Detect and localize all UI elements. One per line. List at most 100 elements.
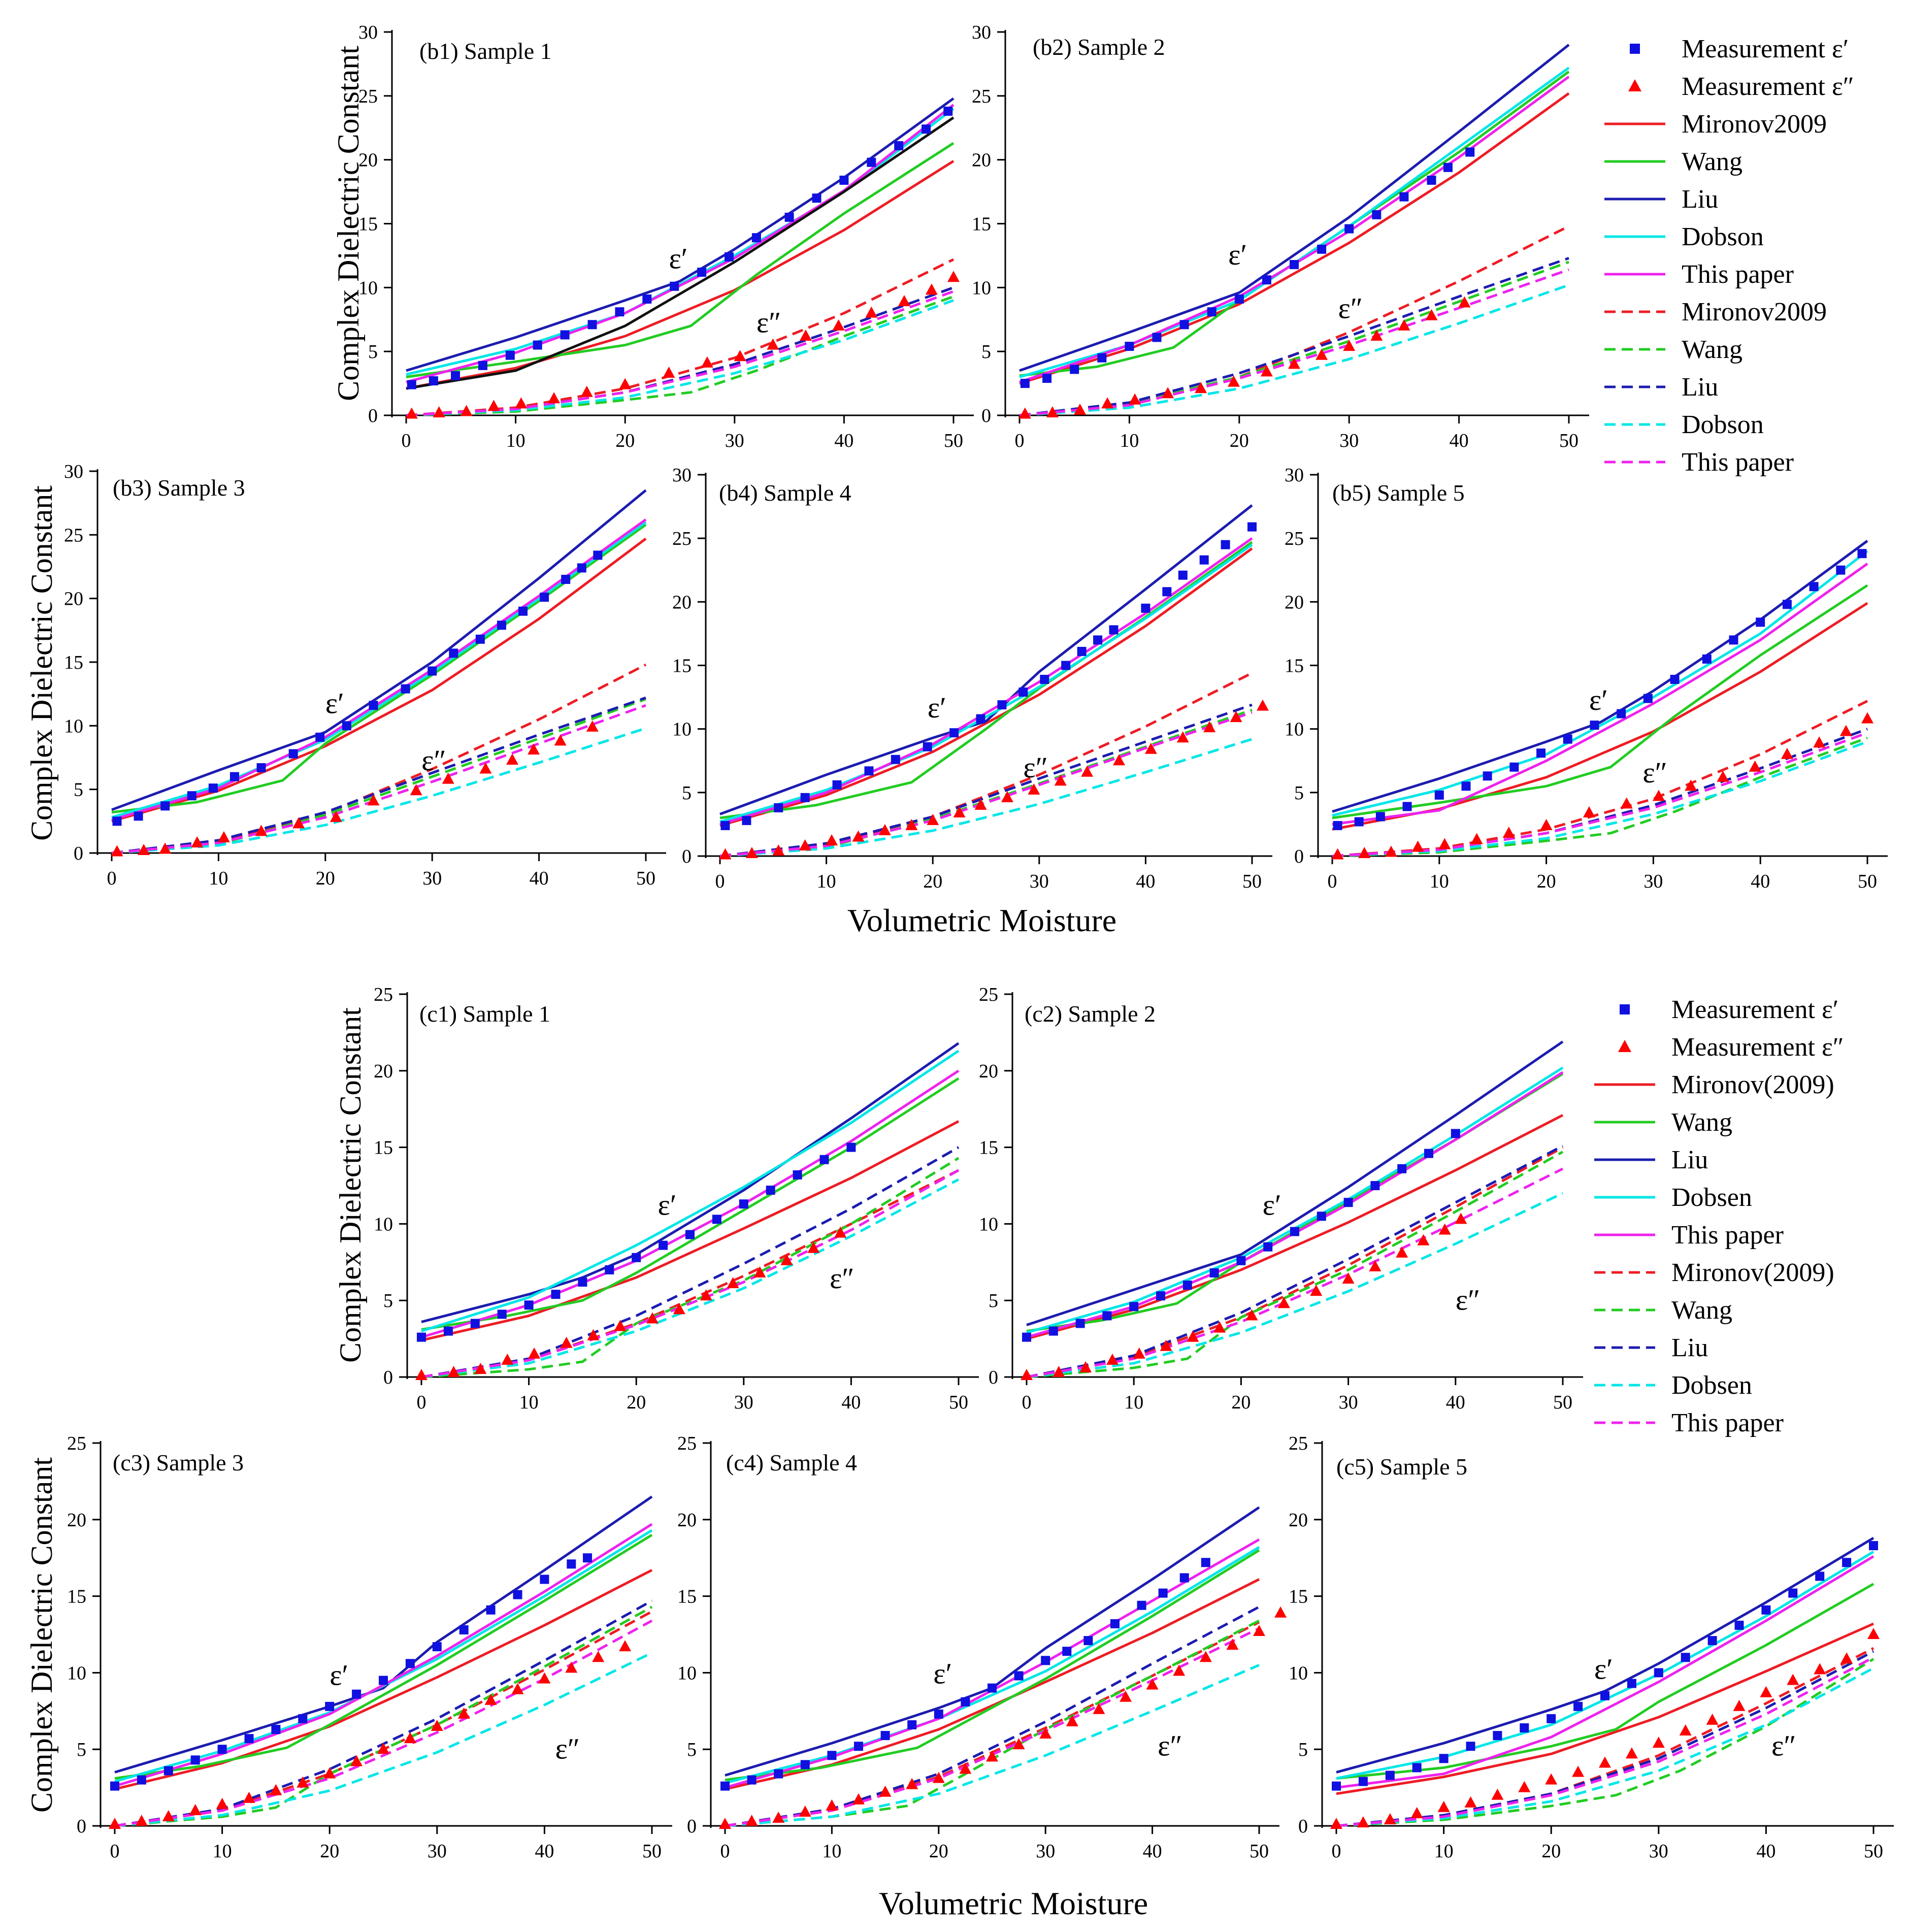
measurement-eps1-marker — [229, 772, 239, 781]
series-line-c2 — [1026, 1192, 1564, 1379]
measurement-eps1-marker — [1109, 625, 1119, 635]
y-tick-label-b2: 25 — [972, 86, 991, 107]
measurement-eps2-marker — [1053, 1365, 1065, 1377]
measurement-eps1-marker — [405, 1659, 415, 1668]
y-tick-label-c4: 20 — [677, 1510, 697, 1531]
measurement-eps2-marker — [243, 1791, 255, 1803]
legend-marker-square — [1620, 1004, 1630, 1014]
panel-c3: (c3) Sample 3 0 10 20 30 40 50 0 5 10 15 20 25 ε′ ε″ — [67, 1433, 672, 1862]
measurement-eps2-marker — [1330, 1817, 1342, 1829]
measurement-eps1-marker — [587, 320, 597, 330]
measurement-eps1-marker — [1062, 1647, 1072, 1656]
y-tick-label-b3: 15 — [64, 652, 83, 673]
measurement-eps2-marker — [905, 818, 918, 830]
measurement-eps1-marker — [1702, 654, 1712, 664]
measurement-eps1-marker — [1344, 224, 1354, 234]
measurement-eps1-marker — [1573, 1701, 1583, 1711]
measurement-eps2-marker — [947, 271, 960, 282]
measurement-eps2-marker — [1277, 1297, 1290, 1308]
measurement-eps2-marker — [906, 1778, 918, 1789]
measurement-eps2-marker — [474, 1362, 487, 1374]
measurement-eps1-marker — [1332, 1781, 1341, 1791]
eps-double-prime-label-b5: ε″ — [1642, 756, 1667, 789]
measurement-eps2-marker — [701, 356, 713, 368]
eps-double-prime-label-c1: ε″ — [830, 1262, 854, 1295]
panel-title-b5: (b5) Sample 5 — [1332, 480, 1465, 506]
measurement-eps1-marker — [1439, 1754, 1449, 1763]
measurement-eps2-marker — [772, 1811, 785, 1823]
measurement-eps1-marker — [288, 749, 298, 759]
series-line-c3 — [114, 1599, 653, 1827]
y-tick-label-b1: 25 — [358, 86, 378, 107]
measurement-eps1-marker — [190, 1755, 200, 1765]
series-line-c3 — [114, 1569, 653, 1791]
x-tick-label-b4: 20 — [923, 871, 942, 892]
measurement-eps2-marker — [586, 720, 599, 732]
measurement-eps2-marker — [1464, 1796, 1477, 1808]
measurement-eps1-marker — [1075, 1319, 1085, 1328]
measurement-eps2-marker — [1396, 1246, 1408, 1258]
measurement-eps2-marker — [1861, 712, 1873, 724]
series-line-c1 — [421, 1077, 960, 1331]
x-tick-label-c2: 20 — [1231, 1392, 1251, 1413]
measurement-eps2-marker — [1540, 818, 1553, 830]
measurement-eps1-marker — [533, 340, 542, 350]
measurement-eps2-marker — [1518, 1781, 1531, 1792]
legend-label: Dobsen — [1671, 1371, 1752, 1400]
measurement-eps2-marker — [959, 1762, 972, 1774]
measurement-eps1-marker — [1201, 1558, 1210, 1567]
y-tick-label-c5: 0 — [1298, 1816, 1308, 1837]
y-tick-label-b5: 30 — [1285, 465, 1304, 486]
measurement-eps1-marker — [891, 755, 900, 764]
measurement-eps2-marker — [292, 817, 305, 829]
x-tick-label-b4: 10 — [817, 871, 836, 892]
series-line-b1 — [406, 258, 955, 417]
series-line-b3 — [111, 518, 647, 822]
series-line-b5 — [1332, 700, 1868, 858]
series-line-c2 — [1026, 1151, 1564, 1379]
measurement-eps2-marker — [1458, 296, 1471, 308]
measurement-eps1-marker — [632, 1253, 641, 1262]
measurement-eps1-marker — [1836, 565, 1846, 575]
measurement-eps2-marker — [404, 1732, 416, 1744]
measurement-eps1-marker — [922, 124, 931, 134]
legend-label: This paper — [1682, 448, 1794, 477]
measurement-eps2-marker — [565, 1661, 578, 1673]
panel-b5: (b5) Sample 5 0 10 20 30 40 50 0 5 10 15 20 25 30 ε′ ε… — [1285, 465, 1888, 892]
x-tick-label-c5: 20 — [1541, 1841, 1561, 1862]
measurement-eps2-marker — [1787, 1674, 1799, 1685]
measurement-eps1-marker — [593, 550, 603, 560]
measurement-eps1-marker — [867, 157, 876, 167]
eps-prime-label-c3: ε′ — [330, 1659, 348, 1692]
series-line-b3 — [111, 663, 647, 855]
series-line-b1 — [406, 142, 955, 378]
series-line-b3 — [111, 521, 647, 819]
y-tick-label-b1: 30 — [358, 22, 378, 43]
measurement-eps2-marker — [1470, 833, 1483, 844]
series-line-c5 — [1336, 1658, 1875, 1827]
measurement-eps1-marker — [1681, 1653, 1690, 1662]
measurement-eps2-marker — [898, 295, 910, 307]
measurement-eps2-marker — [1146, 1678, 1159, 1690]
measurement-eps2-marker — [1437, 1800, 1450, 1812]
series-line-b5 — [1332, 563, 1868, 826]
y-tick-label-c3: 10 — [67, 1662, 86, 1684]
measurement-eps2-marker — [270, 1784, 282, 1795]
y-tick-label-b5: 25 — [1285, 528, 1304, 549]
measurement-eps2-marker — [538, 1672, 551, 1684]
measurement-eps1-marker — [1370, 1181, 1380, 1190]
y-tick-label-b3: 10 — [64, 715, 83, 737]
measurement-eps1-marker — [1317, 1211, 1326, 1221]
y-tick-label-c2: 0 — [989, 1367, 998, 1388]
measurement-eps2-marker — [953, 806, 966, 817]
measurement-eps1-marker — [793, 1170, 802, 1180]
x-tick-label-c2: 30 — [1339, 1392, 1358, 1413]
measurement-eps2-marker — [1288, 357, 1300, 369]
measurement-eps2-marker — [1046, 406, 1059, 417]
measurement-eps1-marker — [244, 1734, 254, 1744]
measurement-eps2-marker — [191, 836, 204, 847]
measurement-eps1-marker — [160, 801, 170, 811]
measurement-eps2-marker — [162, 1810, 175, 1821]
series-line-b3 — [111, 698, 646, 855]
measurement-eps1-marker — [1041, 1656, 1050, 1665]
